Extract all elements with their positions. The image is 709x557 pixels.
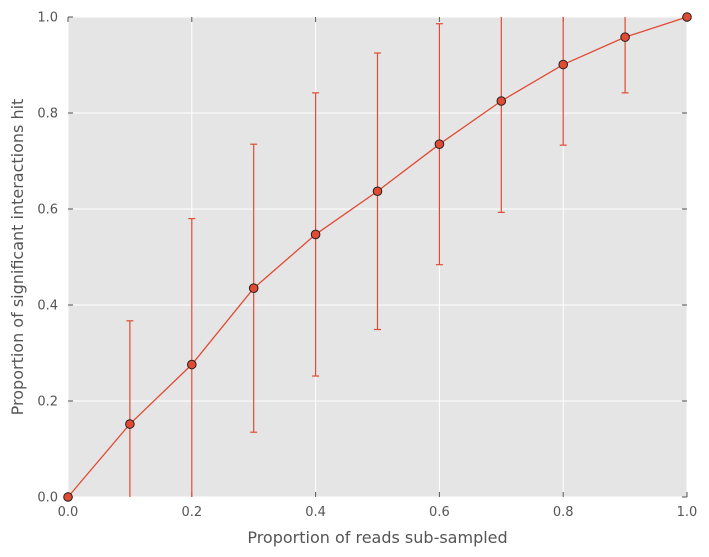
y-tick-label: 0.2 bbox=[37, 395, 58, 410]
data-point bbox=[558, 59, 569, 70]
data-markers bbox=[63, 12, 692, 502]
error-bar bbox=[497, 17, 505, 213]
error-bar bbox=[126, 320, 134, 497]
y-tick-label: 1.0 bbox=[37, 11, 58, 26]
y-axis-label: Proportion of significant interactions h… bbox=[8, 99, 27, 416]
data-point bbox=[310, 229, 321, 240]
x-tick-label: 0.6 bbox=[429, 505, 450, 520]
data-point bbox=[434, 139, 445, 149]
y-tick-label: 0.8 bbox=[37, 107, 58, 122]
tick-labels: 0.0 0.2 0.4 0.6 0.8 1.0 0.0 0.2 0.4 0.6 0.8 1.0 bbox=[37, 11, 697, 521]
data-point bbox=[682, 12, 692, 22]
data-point bbox=[63, 492, 73, 502]
data-point bbox=[125, 419, 135, 429]
x-tick-label: 0.4 bbox=[305, 505, 326, 520]
error-bar bbox=[188, 218, 196, 497]
y-tick-label: 0.4 bbox=[37, 299, 58, 314]
data-point bbox=[187, 359, 197, 370]
error-bar bbox=[559, 17, 567, 146]
data-point bbox=[248, 283, 259, 294]
x-axis-label: Proportion of reads sub-sampled bbox=[247, 528, 507, 547]
x-tick-label: 0.2 bbox=[181, 505, 202, 520]
data-point bbox=[372, 186, 383, 197]
data-point bbox=[620, 32, 630, 42]
y-tick-label: 0.0 bbox=[37, 491, 58, 506]
x-tick-label: 0.8 bbox=[553, 505, 574, 520]
data-point bbox=[496, 96, 507, 106]
x-tick-label: 0.0 bbox=[58, 505, 79, 520]
y-tick-label: 0.6 bbox=[37, 203, 58, 218]
x-tick-label: 1.0 bbox=[677, 505, 698, 520]
error-bar bbox=[621, 17, 629, 94]
